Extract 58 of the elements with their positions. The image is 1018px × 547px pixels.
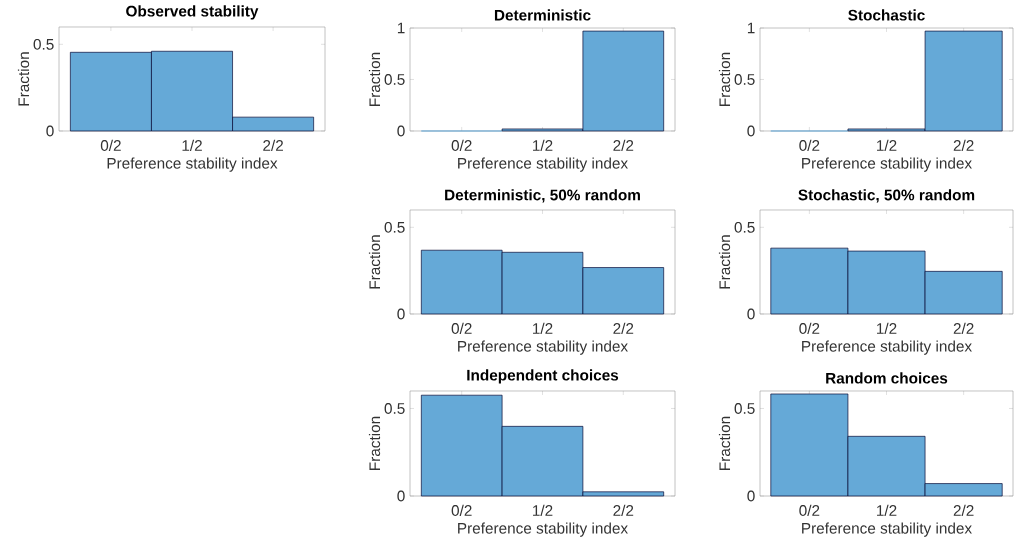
y-axis-title: Fraction — [368, 52, 381, 106]
y-axis-title: Fraction — [368, 235, 381, 289]
x-tick-label: 2/2 — [953, 504, 974, 516]
y-axis-title: Fraction — [718, 52, 731, 106]
x-tick-label: 0/2 — [100, 139, 121, 151]
x-tick-label: 2/2 — [263, 139, 283, 151]
y-tick-label: 0 — [747, 490, 755, 502]
x-tick-label: 2/2 — [613, 139, 634, 151]
x-tick-label: 1/2 — [877, 322, 897, 334]
y-tick-label: 0 — [747, 308, 755, 320]
y-axis-title: Fraction — [17, 52, 30, 106]
x-tick-label: 2/2 — [953, 139, 974, 151]
y-tick-label: 1 — [747, 22, 755, 34]
y-tick-label: 0 — [397, 308, 405, 320]
y-tick-label: 0 — [397, 490, 405, 502]
x-tick-label: 1/2 — [533, 139, 553, 151]
x-tick-label: 2/2 — [953, 322, 974, 334]
x-axis-title: Preference stability index — [802, 522, 972, 537]
x-tick-label: 1/2 — [533, 322, 553, 334]
y-tick-label: 0.5 — [384, 74, 405, 85]
x-axis-title: Preference stability index — [107, 157, 278, 172]
y-tick-label: 0.5 — [734, 74, 755, 85]
y-tick-label: 1 — [397, 22, 405, 34]
chart-title: Deterministic — [494, 9, 591, 21]
x-axis-title: Preference stability index — [802, 157, 972, 172]
y-tick-label: 0.5 — [384, 221, 405, 233]
x-tick-label: 0/2 — [451, 504, 472, 516]
y-axis-title: Fraction — [718, 235, 731, 289]
x-tick-label: 0/2 — [451, 139, 472, 151]
y-tick-label: 0 — [397, 125, 405, 137]
chart-title: Random choices — [826, 372, 948, 384]
x-tick-label: 1/2 — [877, 504, 897, 516]
y-tick-label: 0.5 — [734, 221, 755, 233]
chart-title: Observed stability — [126, 5, 259, 20]
chart-title: Stochastic — [848, 9, 925, 21]
x-tick-label: 1/2 — [182, 139, 202, 151]
y-tick-label: 0 — [46, 125, 54, 137]
chart-title: Deterministic, 50% random — [445, 189, 640, 203]
x-tick-label: 2/2 — [613, 322, 634, 334]
x-tick-label: 0/2 — [799, 504, 820, 516]
x-axis-title: Preference stability index — [458, 157, 628, 172]
x-tick-label: 0/2 — [451, 322, 472, 334]
x-tick-label: 0/2 — [799, 322, 820, 334]
y-axis-title: Fraction — [368, 416, 381, 470]
x-tick-label: 0/2 — [799, 139, 820, 151]
chart-title: Independent choices — [467, 369, 619, 384]
y-tick-label: 0.5 — [734, 403, 755, 414]
x-axis-title: Preference stability index — [802, 340, 972, 355]
y-axis-title: Fraction — [718, 416, 731, 470]
y-tick-label: 0.5 — [384, 403, 405, 414]
x-axis-title: Preference stability index — [458, 340, 628, 355]
y-tick-label: 0.5 — [33, 38, 54, 50]
chart-title: Stochastic, 50% random — [798, 189, 975, 203]
x-tick-label: 1/2 — [533, 504, 553, 516]
x-tick-label: 1/2 — [877, 139, 897, 151]
y-tick-label: 0 — [747, 125, 755, 137]
x-tick-label: 2/2 — [613, 504, 634, 516]
x-axis-title: Preference stability index — [458, 522, 628, 537]
